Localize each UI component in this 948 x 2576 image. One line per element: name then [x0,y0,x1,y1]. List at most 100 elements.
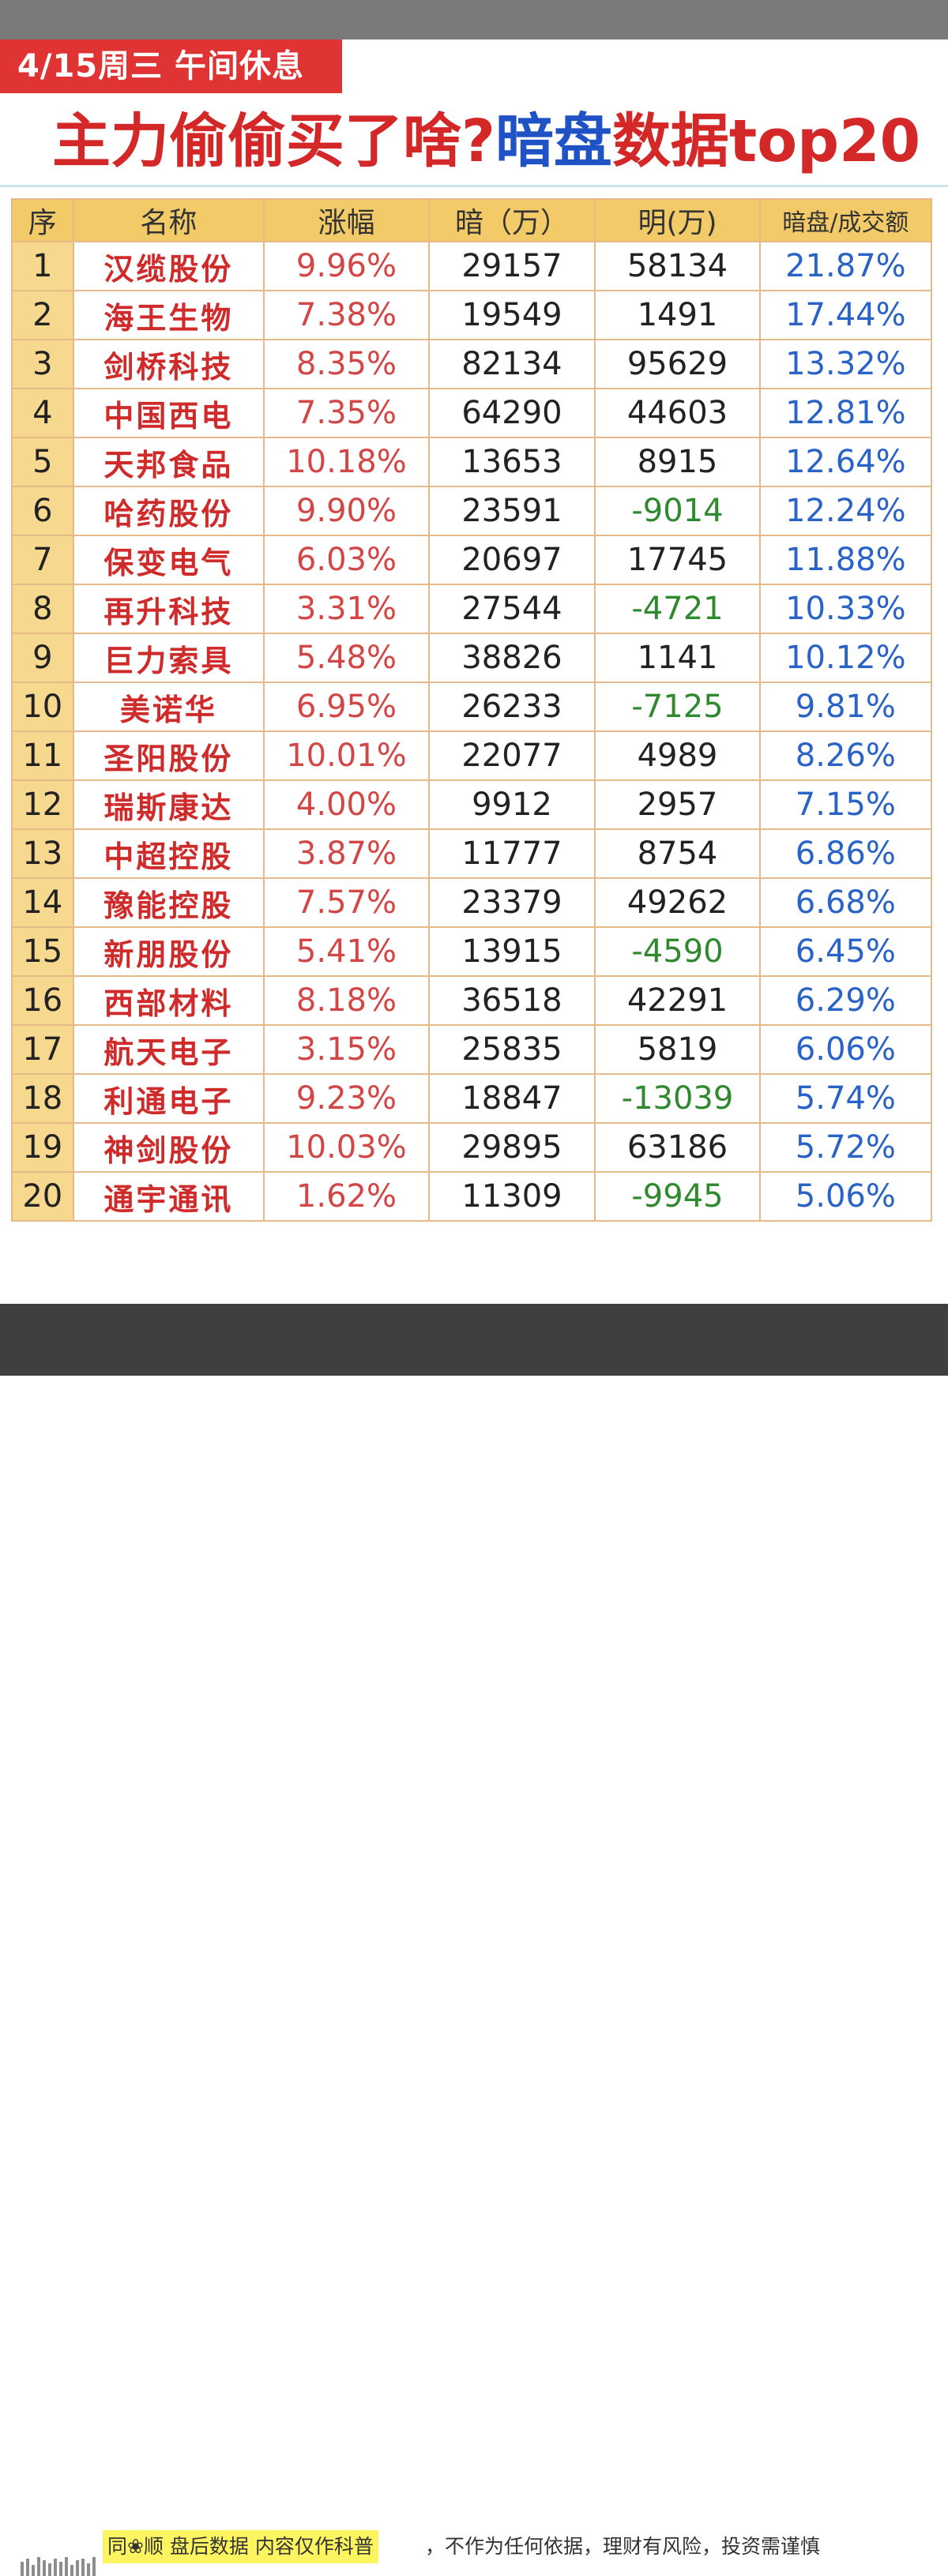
price-change: 7.35% [263,388,430,438]
row-index: 13 [11,828,74,879]
dark-pool-amount: 82134 [427,339,596,389]
dark-pool-ratio: 21.87% [758,241,933,291]
dark-pool-amount: 11309 [427,1171,596,1222]
row-index: 18 [11,1073,74,1124]
dark-pool-amount: 38826 [427,633,596,683]
dark-pool-ratio: 11.88% [758,535,933,585]
stock-name: 豫能控股 [72,877,265,928]
header-dark: 暗（万） [427,198,596,242]
table-row: 5 天邦食品 10.18% 13653 8915 12.64% [11,437,933,487]
dark-pool-amount: 11777 [427,828,596,879]
stock-name: 通宇通讯 [72,1171,265,1222]
row-index: 7 [11,535,74,585]
stock-name: 西部材料 [72,975,265,1026]
price-change: 9.23% [263,1073,430,1124]
stock-name: 新朋股份 [72,926,265,977]
dark-pool-ratio: 5.74% [758,1073,933,1124]
price-change: 7.38% [263,290,430,340]
lit-amount: -9014 [594,486,761,536]
stock-name: 保变电气 [72,535,265,585]
dark-pool-ratio: 5.72% [758,1122,933,1173]
dark-pool-ratio: 8.26% [758,730,933,781]
divider [0,185,948,187]
stock-name: 哈药股份 [72,486,265,536]
stock-name: 圣阳股份 [72,730,265,781]
row-index: 2 [11,290,74,340]
price-change: 8.35% [263,339,430,389]
dark-pool-amount: 26233 [427,682,596,732]
price-change: 9.96% [263,241,430,291]
price-change: 3.31% [263,584,430,634]
dark-pool-amount: 36518 [427,975,596,1026]
dark-pool-ratio: 5.06% [758,1171,933,1222]
dark-pool-ratio: 9.81% [758,682,933,732]
table-row: 15 新朋股份 5.41% 13915 -4590 6.45% [11,926,933,977]
lit-amount: -13039 [594,1073,761,1124]
lit-amount: 95629 [594,339,761,389]
lit-amount: 44603 [594,388,761,438]
price-change: 6.95% [263,682,430,732]
table-row: 11 圣阳股份 10.01% 22077 4989 8.26% [11,730,933,781]
headline-part1: 主力偷偷买了啥? [52,107,495,175]
price-change: 3.15% [263,1024,430,1075]
lit-amount: 4989 [594,730,761,781]
table-row: 3 剑桥科技 8.35% 82134 95629 13.32% [11,339,933,389]
row-index: 17 [11,1024,74,1075]
header-name: 名称 [72,198,265,242]
table-row: 8 再升科技 3.31% 27544 -4721 10.33% [11,584,933,634]
dark-pool-amount: 13653 [427,437,596,487]
price-change: 1.62% [263,1171,430,1222]
price-change: 10.01% [263,730,430,781]
header-lit: 明(万) [594,198,761,242]
dark-pool-ratio: 12.81% [758,388,933,438]
stock-name: 瑞斯康达 [72,779,265,830]
table-row: 18 利通电子 9.23% 18847 -13039 5.74% [11,1073,933,1124]
lit-amount: 1141 [594,633,761,683]
dark-pool-table: 序 名称 涨幅 暗（万） 明(万) 暗盘/成交额 1 汉缆股份 9.96% 29157… [11,198,933,1222]
table-row: 7 保变电气 6.03% 20697 17745 11.88% [11,535,933,585]
row-index: 16 [11,975,74,1026]
table-row: 16 西部材料 8.18% 36518 42291 6.29% [11,975,933,1026]
lit-amount: 58134 [594,241,761,291]
lit-amount: -4590 [594,926,761,977]
dark-pool-amount: 18847 [427,1073,596,1124]
row-index: 8 [11,584,74,634]
dark-pool-ratio: 10.33% [758,584,933,634]
price-change: 8.18% [263,975,430,1026]
dark-pool-ratio: 6.29% [758,975,933,1026]
dark-pool-ratio: 6.86% [758,828,933,879]
date-tag: 4/15周三 午间休息 [0,39,342,93]
headline: 主力偷偷买了啥?暗盘数据top20 [52,98,920,185]
lit-amount: 5819 [594,1024,761,1075]
header-change: 涨幅 [263,198,430,242]
row-index: 12 [11,779,74,830]
lit-amount: -4721 [594,584,761,634]
stock-name: 中超控股 [72,828,265,879]
dark-pool-amount: 9912 [427,779,596,830]
table-row: 6 哈药股份 9.90% 23591 -9014 12.24% [11,486,933,536]
row-index: 20 [11,1171,74,1222]
price-change: 4.00% [263,779,430,830]
table-row: 10 美诺华 6.95% 26233 -7125 9.81% [11,682,933,732]
dark-pool-amount: 64290 [427,388,596,438]
table-header-row: 序 名称 涨幅 暗（万） 明(万) 暗盘/成交额 [11,198,933,242]
dark-pool-amount: 19549 [427,290,596,340]
lit-amount: 42291 [594,975,761,1026]
row-index: 19 [11,1122,74,1173]
row-index: 6 [11,486,74,536]
stock-name: 海王生物 [72,290,265,340]
lit-amount: 2957 [594,779,761,830]
stock-name: 航天电子 [72,1024,265,1075]
stock-name: 天邦食品 [72,437,265,487]
dark-pool-amount: 22077 [427,730,596,781]
price-change: 5.48% [263,633,430,683]
lit-amount: 17745 [594,535,761,585]
disclaimer: 同❀顺 盘后数据 内容仅作科普 ，不作为任何依据，理财有风险，投资需谨慎 [0,1264,948,2576]
dark-pool-ratio: 17.44% [758,290,933,340]
dark-pool-amount: 27544 [427,584,596,634]
table-row: 20 通宇通讯 1.62% 11309 -9945 5.06% [11,1171,933,1222]
stock-name: 神剑股份 [72,1122,265,1173]
stock-name: 剑桥科技 [72,339,265,389]
price-change: 3.87% [263,828,430,879]
row-index: 15 [11,926,74,977]
